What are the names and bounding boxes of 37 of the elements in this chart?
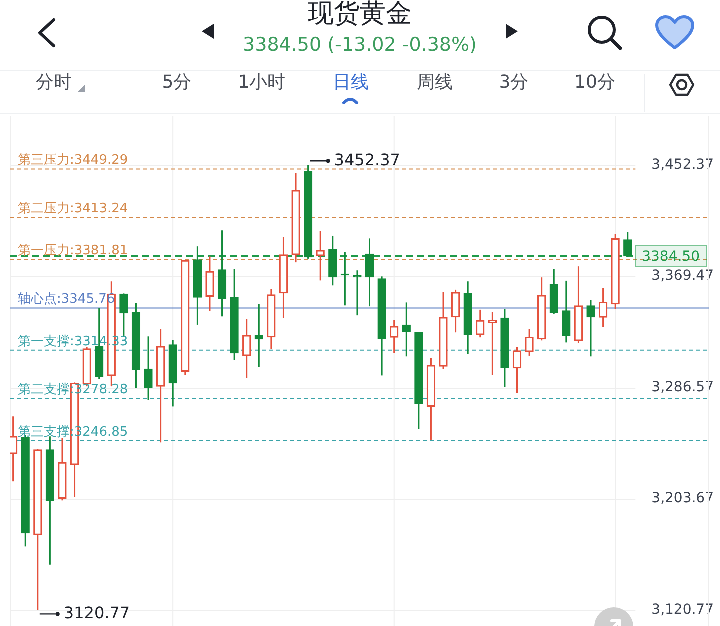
candlestick: [316, 230, 325, 282]
ref-line-label: 第一压力:3381.81: [18, 244, 128, 259]
ref-line-label: 第三压力:3449.29: [18, 153, 128, 168]
y-tick-label: 3,452.37: [652, 156, 714, 173]
candlestick: [144, 336, 153, 401]
candlestick: [206, 256, 214, 312]
text: 周线: [417, 72, 453, 93]
candlestick: [10, 416, 18, 482]
text: 3分: [499, 72, 529, 93]
chart-subtitle: 3384.50 (-13.02 -0.38%): [243, 34, 477, 56]
y-tick-label: 3,203.67: [652, 490, 714, 507]
ref-line-label: 第二压力:3413.24: [18, 202, 128, 217]
candlestick: [390, 319, 399, 354]
candlestick: [512, 346, 522, 394]
y-tick-label: 3,120.77: [652, 602, 714, 618]
annotation: 3120.77: [64, 603, 130, 622]
candlestick: [353, 270, 362, 316]
text: 10分: [574, 72, 616, 93]
chart-title: 现货黄金: [308, 0, 412, 29]
candlestick: [562, 280, 571, 344]
candlestick: [476, 309, 485, 338]
candlestick: [624, 231, 632, 258]
candlestick: [242, 318, 252, 379]
candlestick: [451, 289, 460, 334]
candlestick: [402, 302, 411, 358]
text: 日线: [333, 72, 369, 93]
candlestick: [598, 288, 608, 328]
ref-line-label: 3384.50: [642, 248, 700, 265]
text: 1小时: [238, 72, 286, 93]
text: 5分: [162, 72, 192, 93]
y-tick-label: 3,286.57: [652, 379, 714, 396]
annotation: 3452.37: [334, 150, 400, 170]
candlestick: [586, 299, 596, 358]
y-tick-label: 3,369.47: [652, 268, 714, 284]
candlestick: [525, 328, 534, 357]
text: 分时: [36, 72, 72, 93]
candlestick: [365, 238, 374, 308]
